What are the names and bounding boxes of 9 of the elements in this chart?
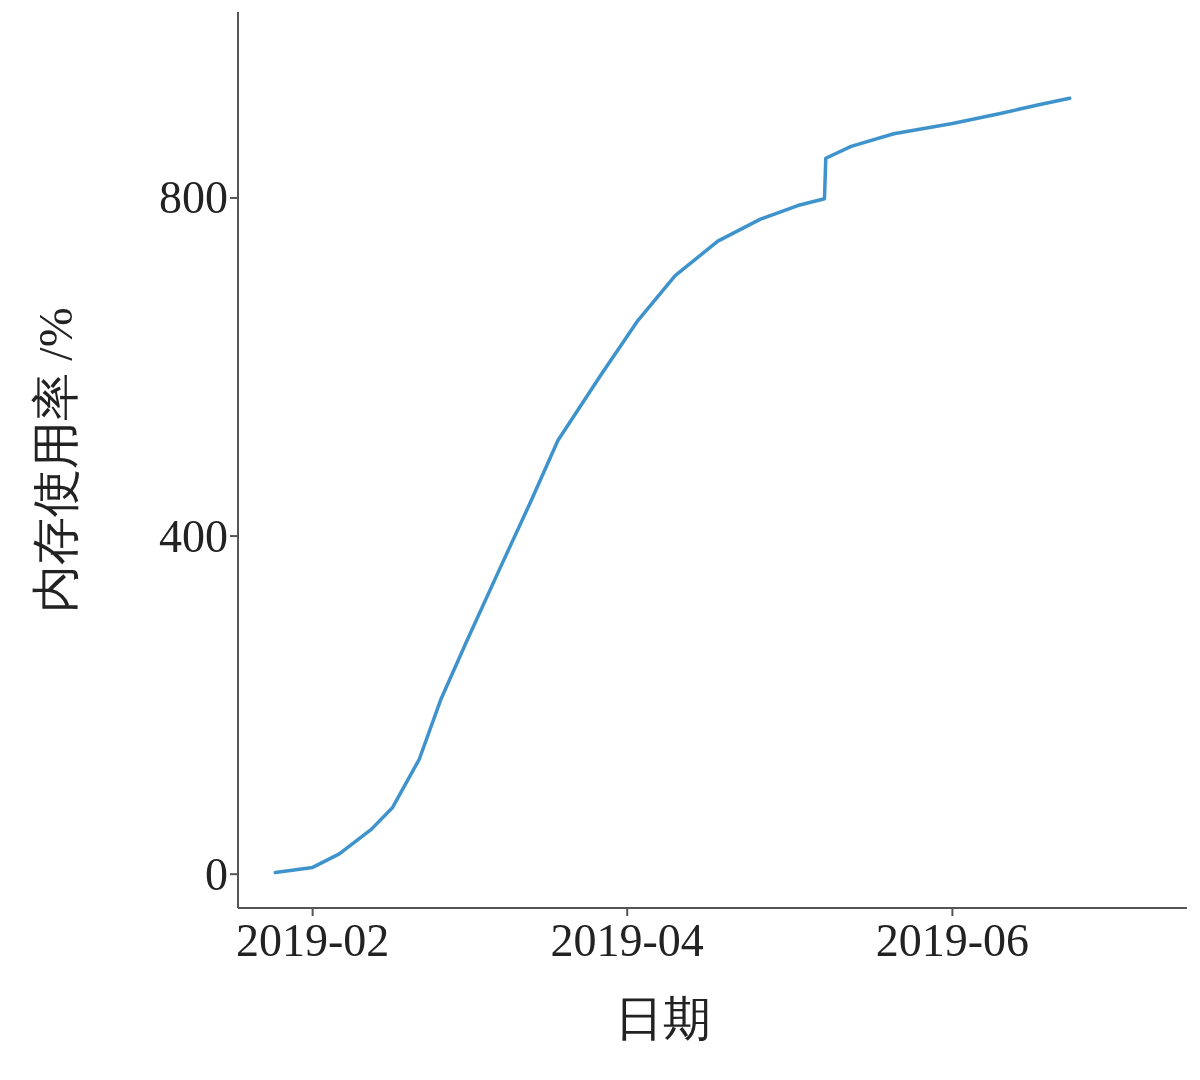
y-tick-label: 400 [159, 510, 228, 562]
y-axis-title: 内存使用率 /% [29, 307, 82, 613]
line-series [273, 96, 1072, 875]
x-tick-label: 2019-04 [550, 915, 704, 966]
y-tick-label: 800 [159, 172, 228, 224]
x-axis-title: 日期 [614, 992, 711, 1045]
y-tick-label: 0 [205, 848, 228, 900]
x-tick-label: 2019-06 [875, 915, 1030, 966]
x-tick-label: 2019-02 [235, 915, 390, 966]
